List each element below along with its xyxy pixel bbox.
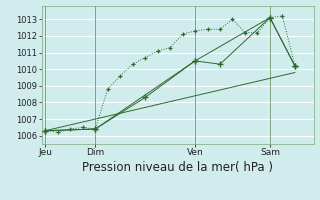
X-axis label: Pression niveau de la mer( hPa ): Pression niveau de la mer( hPa ) bbox=[82, 161, 273, 174]
